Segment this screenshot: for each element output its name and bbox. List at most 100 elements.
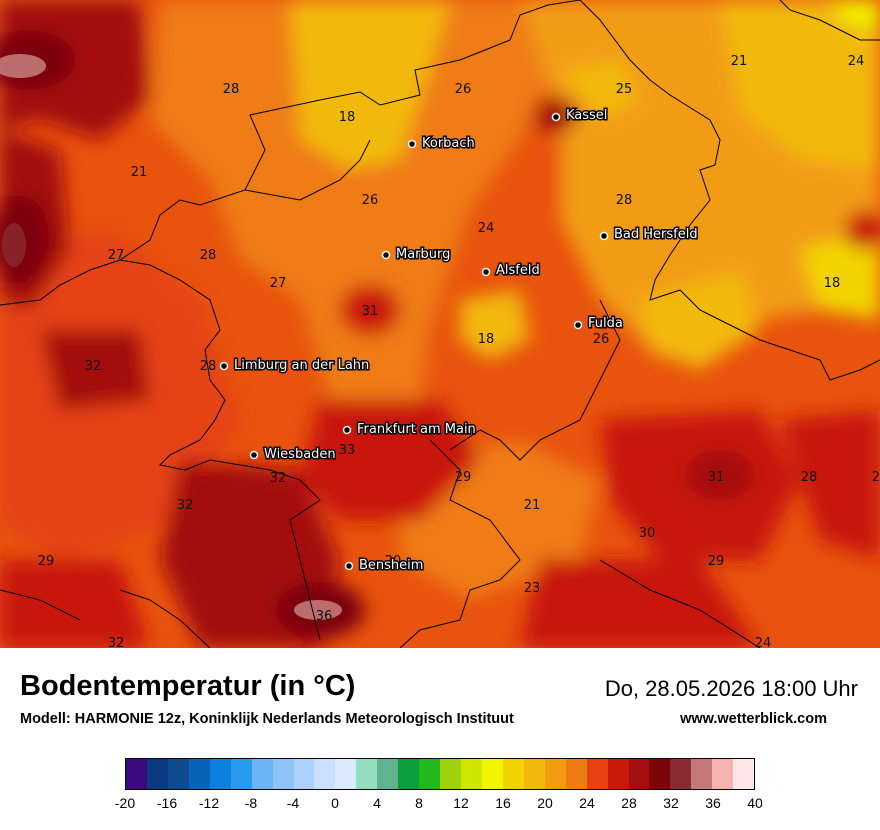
value-label: 24 [755, 636, 772, 648]
value-label: 29 [455, 470, 472, 485]
value-label: 28 [801, 470, 818, 485]
city-label-marburg: Marburg [396, 247, 450, 262]
city-marker-bensheim [344, 561, 354, 571]
legend-swatch [502, 759, 524, 789]
legend-tick-label: -4 [286, 795, 300, 811]
city-marker-fulda [573, 320, 583, 330]
value-label: 27 [270, 276, 287, 291]
legend-swatch [628, 759, 650, 789]
value-label: 30 [639, 526, 656, 541]
value-label: 26 [593, 332, 610, 347]
legend-swatch [544, 759, 566, 789]
legend-swatch [649, 759, 671, 789]
value-label: 27 [108, 248, 125, 263]
city-marker-bad-hersfeld [599, 231, 609, 241]
value-label: 28 [200, 359, 217, 374]
legend-tick-label: 20 [537, 795, 553, 811]
city-marker-limburg [219, 361, 229, 371]
color-legend [125, 758, 755, 790]
value-label: 21 [524, 498, 541, 513]
legend-tick-label: 8 [415, 795, 423, 811]
legend-swatch [586, 759, 608, 789]
city-label-limburg: Limburg an der Lahn [234, 358, 369, 373]
legend-swatch [126, 759, 147, 789]
value-label: 28 [223, 82, 240, 97]
legend-swatch [356, 759, 378, 789]
legend-ticks: -20 -16 -12 -8 -4 0 4 8 12 16 20 24 28 32 36 40 [115, 795, 763, 815]
city-label-kassel: Kassel [566, 108, 607, 123]
city-label-bensheim: Bensheim [359, 558, 423, 573]
legend-swatch [419, 759, 441, 789]
legend-swatch [230, 759, 252, 789]
city-marker-korbach [407, 139, 417, 149]
legend-swatch [188, 759, 210, 789]
legend-swatch [272, 759, 294, 789]
legend-tick-label: 16 [495, 795, 511, 811]
legend-swatch [293, 759, 315, 789]
value-label: 26 [455, 82, 472, 97]
legend-swatch [670, 759, 692, 789]
city-marker-alsfeld [481, 267, 491, 277]
temperature-field [0, 0, 880, 648]
legend-swatch [314, 759, 336, 789]
value-label: 32 [85, 359, 102, 374]
legend-swatch [691, 759, 713, 789]
legend-swatch [712, 759, 734, 789]
value-label: 31 [362, 304, 379, 319]
value-label: 27 [872, 470, 880, 485]
value-label: 23 [524, 581, 541, 596]
value-label: 28 [616, 193, 633, 208]
legend-tick-label: 28 [621, 795, 637, 811]
city-marker-wiesbaden [249, 450, 259, 460]
legend-tick-label: 4 [373, 795, 381, 811]
legend-tick-label: -16 [156, 795, 178, 811]
value-label: 20 [385, 554, 402, 569]
value-label: 32 [270, 471, 287, 486]
region-borders [0, 0, 880, 648]
city-label-frankfurt: Frankfurt am Main [357, 422, 476, 437]
value-label: 29 [38, 554, 55, 569]
legend-tick-label: 0 [331, 795, 339, 811]
value-label: 18 [824, 276, 841, 291]
legend-swatch [523, 759, 545, 789]
city-marker-frankfurt [342, 425, 352, 435]
legend-swatch [209, 759, 231, 789]
value-label: 33 [339, 443, 356, 458]
model-info: Modell: HARMONIE 12z, Koninklijk Nederla… [20, 711, 514, 727]
legend-swatch [335, 759, 357, 789]
legend-swatch [440, 759, 461, 789]
temperature-map: 28 26 25 21 24 18 21 26 28 24 27 28 27 3… [0, 0, 880, 648]
value-label: 29 [708, 554, 725, 569]
website-link[interactable]: www.wetterblick.com [680, 711, 827, 727]
legend-tick-label: 32 [663, 795, 679, 811]
legend-swatch [146, 759, 168, 789]
value-label: 24 [848, 54, 865, 69]
legend-swatch [167, 759, 189, 789]
legend-tick-label: 36 [705, 795, 721, 811]
city-marker-marburg [381, 250, 391, 260]
map-title: Bodentemperatur (in °C) [20, 670, 356, 702]
value-label: 32 [177, 498, 194, 513]
city-label-bad-hersfeld: Bad Hersfeld [614, 227, 698, 242]
value-label: 18 [478, 332, 495, 347]
value-label: 32 [108, 636, 125, 648]
value-label: 21 [731, 54, 748, 69]
legend-swatch [251, 759, 273, 789]
value-label: 25 [616, 82, 633, 97]
value-label: 28 [200, 248, 217, 263]
value-label: 24 [478, 221, 495, 236]
legend-swatch [733, 759, 755, 789]
legend-tick-label: -8 [244, 795, 258, 811]
legend-swatch [398, 759, 420, 789]
legend-swatch [461, 759, 482, 789]
legend-swatch [607, 759, 629, 789]
value-label: 18 [339, 110, 356, 125]
city-marker-kassel [551, 112, 561, 122]
legend-swatch [377, 759, 399, 789]
forecast-datetime: Do, 28.05.2026 18:00 Uhr [604, 676, 858, 701]
legend-tick-label: -20 [114, 795, 136, 811]
city-label-fulda: Fulda [588, 316, 623, 331]
value-label: 36 [316, 609, 333, 624]
city-label-korbach: Korbach [422, 136, 475, 151]
city-label-alsfeld: Alsfeld [496, 263, 540, 278]
